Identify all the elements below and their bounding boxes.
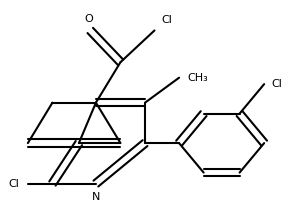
Text: N: N <box>92 192 100 202</box>
Text: O: O <box>84 14 93 24</box>
Text: Cl: Cl <box>161 15 172 25</box>
Text: Cl: Cl <box>9 178 20 189</box>
Text: CH₃: CH₃ <box>187 73 208 83</box>
Text: Cl: Cl <box>272 79 283 89</box>
